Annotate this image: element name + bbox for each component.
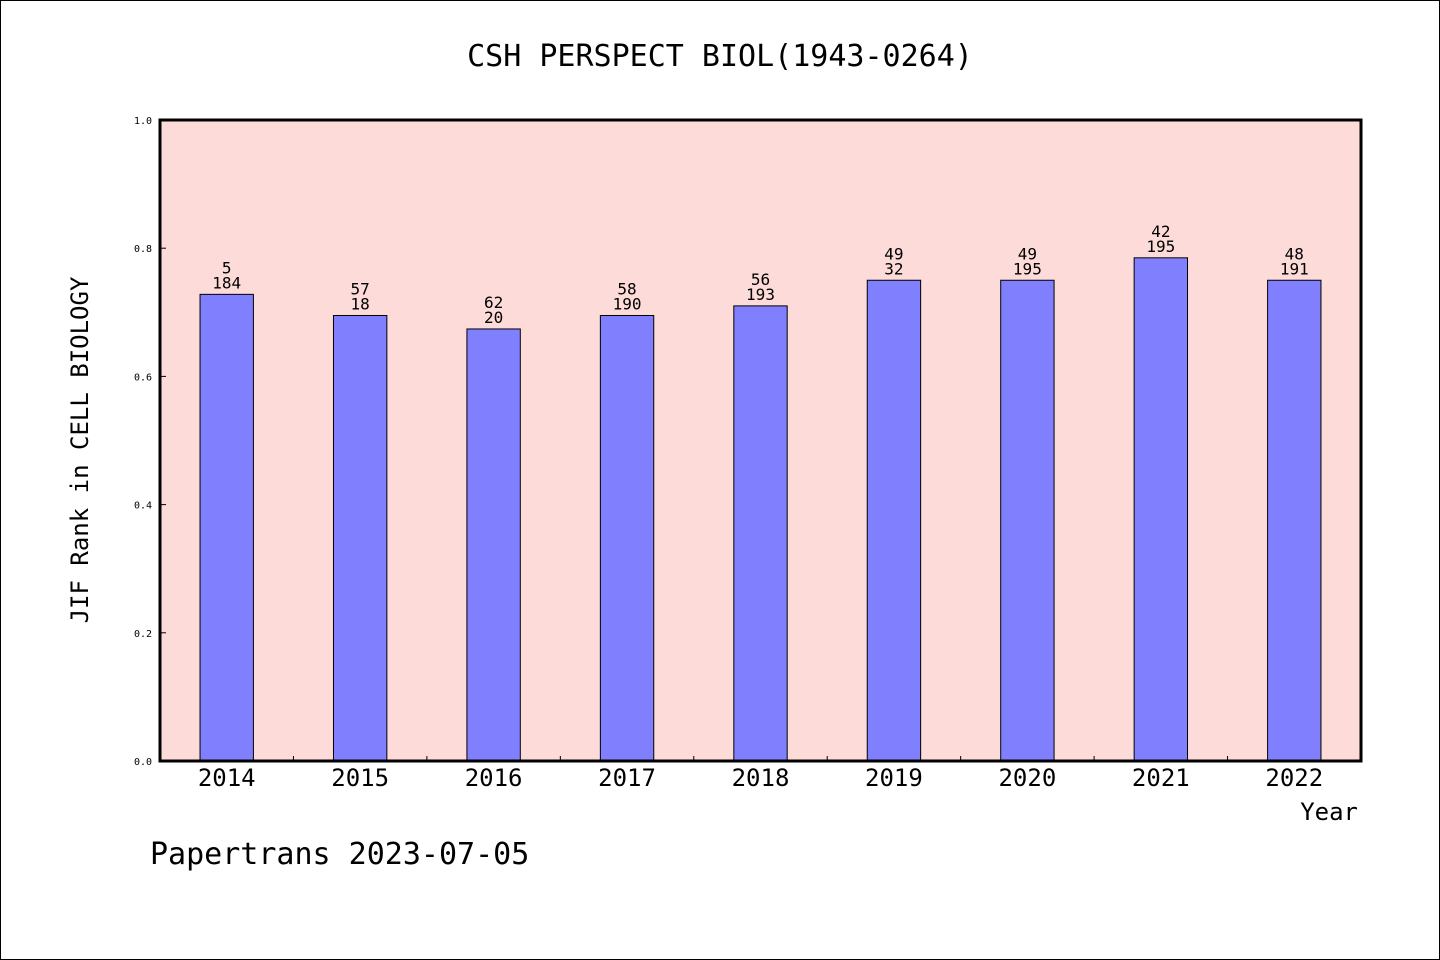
bar-label-bottom-2017: 190 [613, 295, 642, 314]
bar-label-top-2015: 57 [351, 280, 370, 299]
x-tick-label-2022: 2022 [1265, 764, 1323, 792]
bar-2014 [199, 293, 254, 762]
bar-label-bottom-2021: 195 [1146, 237, 1175, 256]
x-tick-label-2019: 2019 [865, 764, 923, 792]
bar-label-top-2017: 58 [617, 280, 636, 299]
bar-label-top-2022: 48 [1285, 244, 1304, 263]
bar-label-bottom-2015: 18 [351, 295, 370, 314]
y-tick-label: 0.2 [134, 629, 152, 640]
bar-label-top-2016: 62 [484, 293, 503, 312]
y-axis-label: JIF Rank in CELL BIOLOGY [66, 276, 94, 623]
bar-label-top-2019: 49 [884, 244, 903, 263]
bar-2017 [599, 315, 655, 762]
chart-title: CSH PERSPECT BIOL(1943-0264) [467, 39, 973, 74]
bar-label-top-2014: 5 [222, 258, 232, 277]
bar-label-bottom-2016: 20 [484, 308, 503, 327]
bar-label-top-2018: 56 [751, 270, 770, 289]
y-tick-label: 0.4 [134, 501, 152, 512]
x-tick-label-2017: 2017 [598, 764, 656, 792]
x-tick-label-2020: 2020 [998, 764, 1056, 792]
x-tick-label-2014: 2014 [198, 764, 256, 792]
footer-text: Papertrans 2023-07-05 [150, 837, 529, 872]
bar-2021 [1133, 257, 1189, 762]
y-tick-label: 0.8 [134, 244, 152, 255]
bar-label-bottom-2014: 184 [212, 273, 241, 292]
bar-label-top-2021: 42 [1151, 222, 1170, 241]
x-tick-label-2018: 2018 [732, 764, 790, 792]
bar-label-top-2020: 49 [1018, 244, 1037, 263]
bar-label-bottom-2018: 193 [746, 285, 775, 304]
bar-2018 [733, 305, 788, 762]
plot-border [158, 118, 1363, 763]
bar-label-bottom-2022: 191 [1280, 259, 1309, 278]
x-tick-label-2021: 2021 [1132, 764, 1190, 792]
bar-label-bottom-2020: 195 [1013, 259, 1042, 278]
bar-2020 [1000, 279, 1055, 762]
x-axis-label: Year [1300, 798, 1358, 826]
bar-2019 [866, 279, 922, 762]
y-tick-label: 1.0 [134, 116, 152, 127]
bar-2016 [466, 328, 521, 762]
bar-2022 [1267, 279, 1322, 762]
bar-label-bottom-2019: 32 [884, 259, 903, 278]
x-tick-label-2015: 2015 [331, 764, 389, 792]
y-tick-label: 0.0 [134, 757, 152, 768]
y-tick-label: 0.6 [134, 372, 152, 383]
bar-2015 [332, 315, 388, 762]
x-tick-label-2016: 2016 [465, 764, 523, 792]
